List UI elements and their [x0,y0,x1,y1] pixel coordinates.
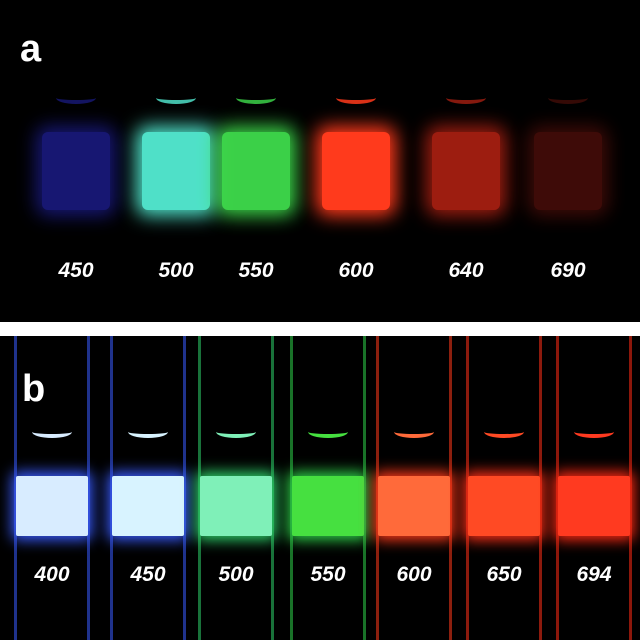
cuvette-b-6: 650 [466,336,542,640]
cuvette-b-4: 550 [290,336,366,640]
panel-a: a 450 500 550 600 640 690 [0,0,640,322]
wavelength-label: 500 [158,259,194,282]
meniscus [574,426,614,438]
wavelength-label: 640 [448,259,484,282]
fluorescent-solution [222,132,290,210]
meniscus [216,426,256,438]
fluorescent-solution [292,476,364,536]
cuvette-wall [198,336,274,640]
wavelength-label: 450 [58,259,94,282]
wavelength-label: 400 [34,563,70,586]
cuvette-b-2: 450 [110,336,186,640]
wavelength-label: 500 [218,563,254,586]
fluorescent-solution [378,476,450,536]
fluorescent-solution [42,132,110,210]
fluorescent-solution [16,476,88,536]
fluorescent-solution [112,476,184,536]
fluorescent-solution [468,476,540,536]
meniscus [394,426,434,438]
vial-a-4: 600 [318,80,394,281]
vial-a-2: 500 [138,80,214,281]
panel-b: b 400 450 500 550 600 650 694 [0,336,640,640]
meniscus [32,426,72,438]
vial-a-6: 690 [530,80,606,281]
meniscus [548,92,588,104]
wavelength-label: 550 [310,563,346,586]
meniscus [446,92,486,104]
wavelength-label: 550 [238,259,274,282]
wavelength-label: 694 [576,563,612,586]
wavelength-label: 690 [550,259,586,282]
wavelength-label: 600 [338,259,374,282]
wavelength-label: 450 [130,563,166,586]
wavelength-label: 600 [396,563,432,586]
fluorescent-solution [142,132,210,210]
vial-a-1: 450 [38,80,114,281]
vial-a-5: 640 [428,80,504,281]
fluorescent-solution [200,476,272,536]
meniscus [128,426,168,438]
cuvette-wall [376,336,452,640]
cuvette-b-5: 600 [376,336,452,640]
fluorescent-solution [558,476,630,536]
vial-a-3: 550 [218,80,294,281]
cuvette-wall [290,336,366,640]
meniscus [484,426,524,438]
cuvette-wall [556,336,632,640]
fluorescent-solution [322,132,390,210]
panel-a-letter: a [20,28,42,70]
wavelength-label: 650 [486,563,522,586]
meniscus [308,426,348,438]
panel-b-letter: b [22,368,46,410]
fluorescent-solution [432,132,500,210]
cuvette-b-7: 694 [556,336,632,640]
cuvette-wall [466,336,542,640]
fluorescent-solution [534,132,602,210]
meniscus [156,92,196,104]
cuvette-b-3: 500 [198,336,274,640]
cuvette-wall [110,336,186,640]
meniscus [56,92,96,104]
meniscus [236,92,276,104]
cuvette-wall [14,336,90,640]
meniscus [336,92,376,104]
cuvette-b-1: 400 [14,336,90,640]
